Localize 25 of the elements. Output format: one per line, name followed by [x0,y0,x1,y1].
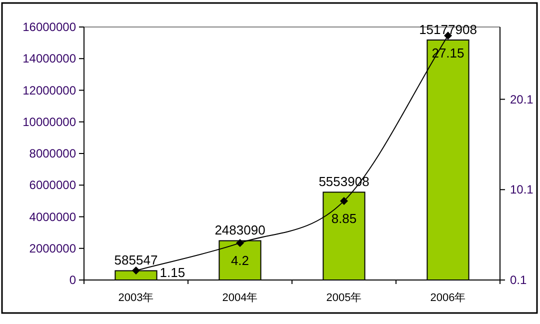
y2-tick-label: 10.1 [510,182,534,197]
data-label: 8.85 [331,210,357,226]
x-tick-label: 2003年 [118,292,154,304]
y-tick-label: 6000000 [29,178,76,192]
data-label: 4.2 [230,252,250,268]
data-label: 2483090 [214,222,266,238]
point [340,196,348,205]
y-tick-label: 14000000 [22,52,76,66]
data-label: 1.15 [160,265,186,280]
point [236,238,244,247]
y-tick-label: 8000000 [29,146,76,160]
y-tick-label: 10000000 [22,114,76,129]
y2-tick-label: 0.1 [510,273,528,287]
y-tick-label: 12000000 [22,83,76,98]
data-label: 585547 [114,252,158,268]
y-tick-label: 4000000 [29,210,76,224]
data-label: 15177908 [419,22,477,37]
point [132,266,140,275]
y-tick-label: 16000000 [22,20,76,34]
y2-tick-label: 20.1 [510,92,534,106]
y-tick-label: 2000000 [29,241,76,256]
x-tick-label: 2006年 [430,292,466,304]
x-tick-label: 2004年 [222,292,258,304]
y-tick-label: 0 [69,273,76,287]
x-tick-label: 2005年 [326,292,362,304]
